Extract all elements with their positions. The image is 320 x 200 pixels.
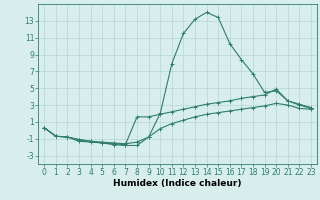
X-axis label: Humidex (Indice chaleur): Humidex (Indice chaleur) [113,179,242,188]
